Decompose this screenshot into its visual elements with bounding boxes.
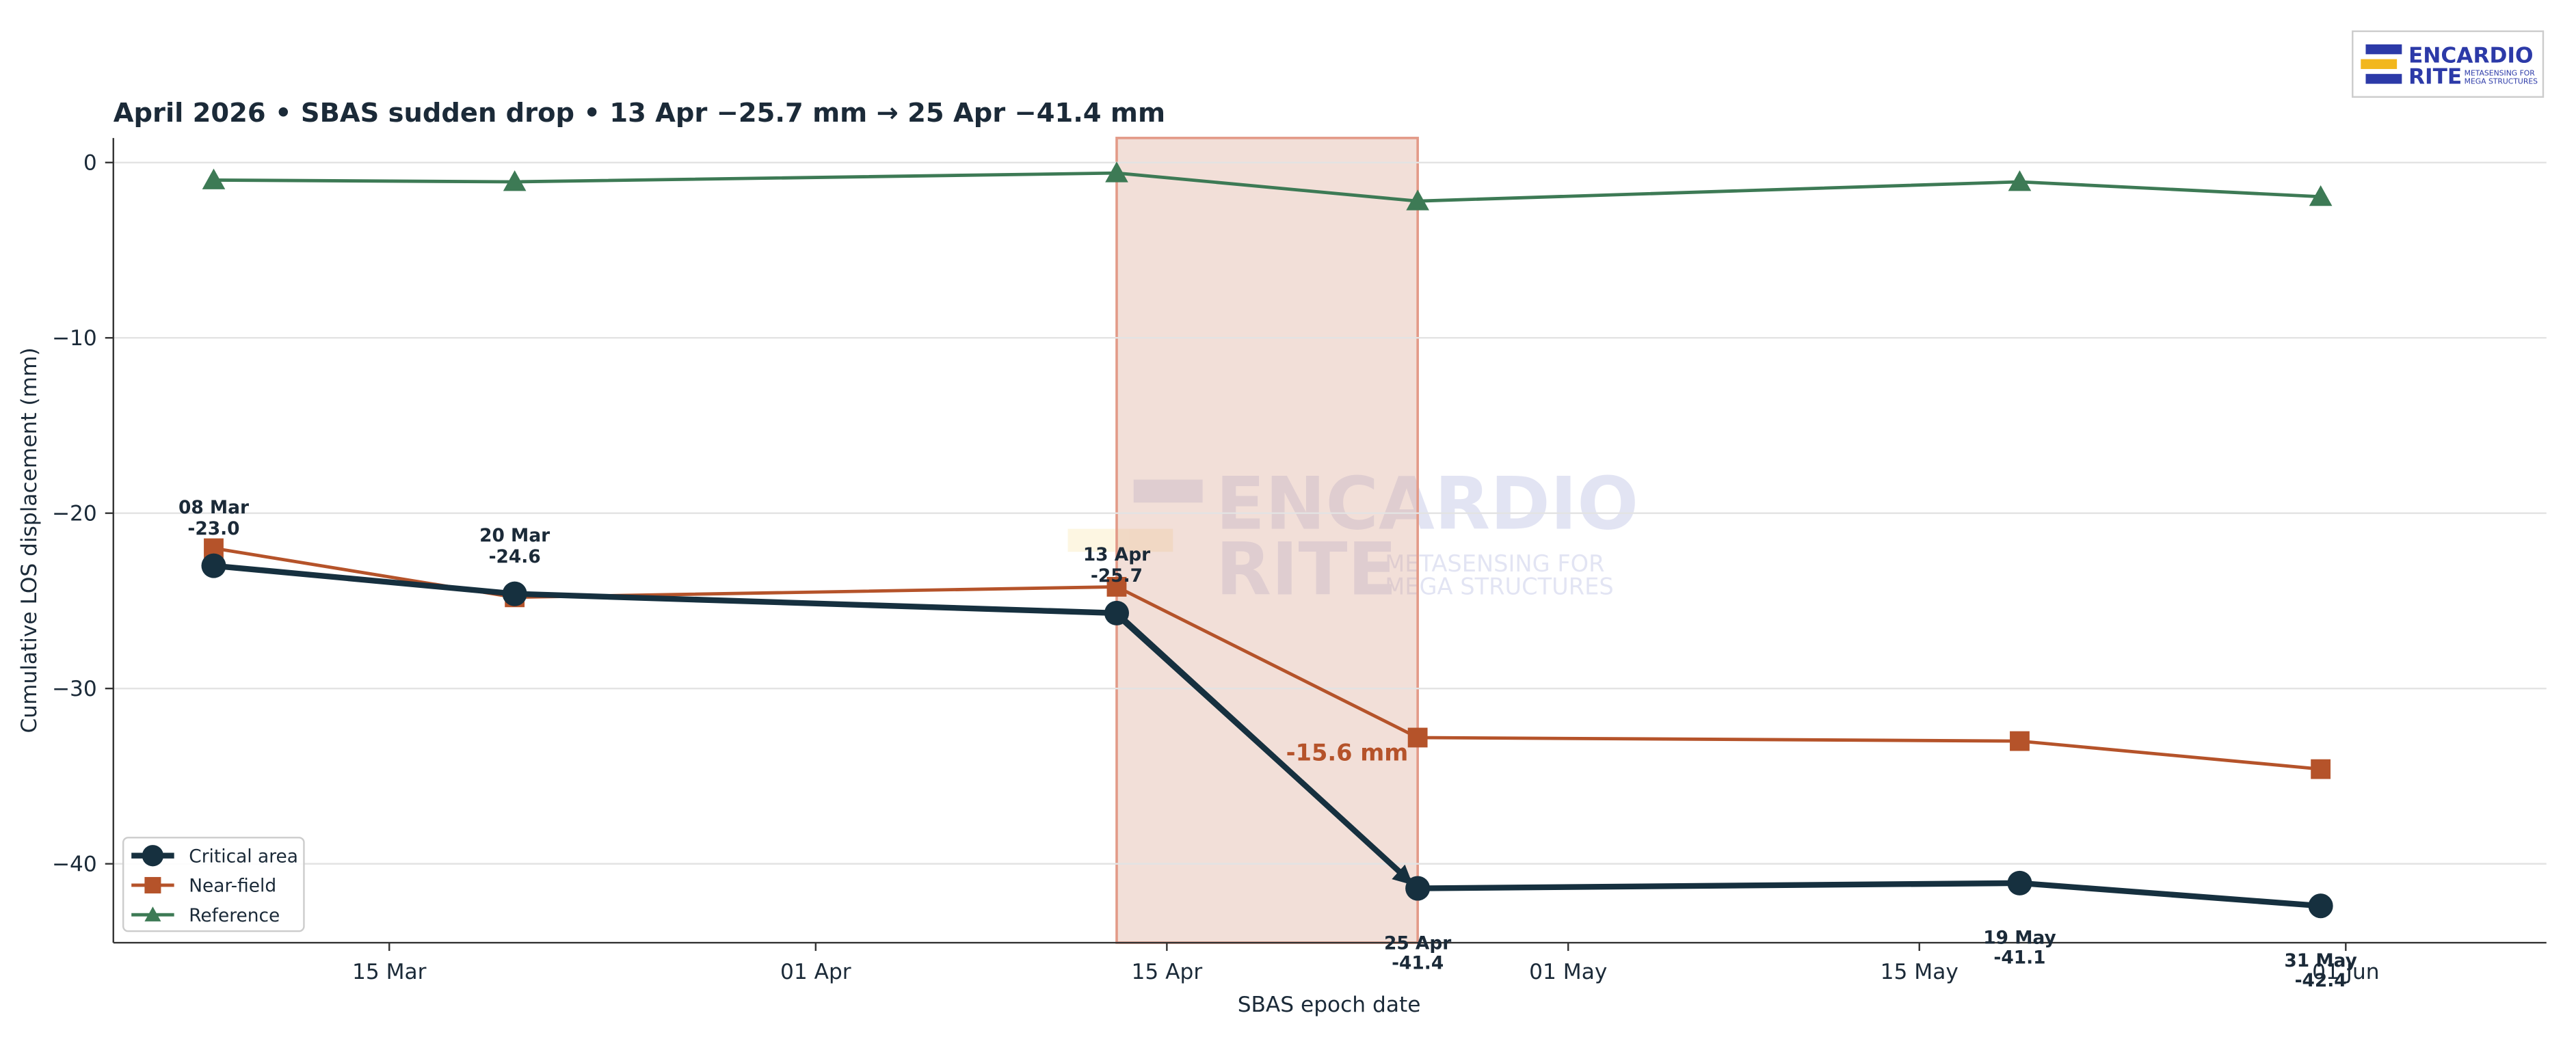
watermark-text: METASENSING FOR (1385, 550, 1604, 577)
legend-marker (144, 906, 161, 921)
x-tick-label: 01 Apr (780, 960, 851, 984)
watermark-text: RITE (1216, 528, 1397, 612)
point (2311, 759, 2331, 779)
point (1106, 577, 1127, 597)
point (1405, 876, 1431, 901)
data-label: 13 Apr -25.7 (1083, 544, 1150, 587)
chart-title: April 2026 • SBAS sudden drop • 13 Apr −… (114, 98, 1165, 129)
y-tick-label: −20 (52, 502, 97, 526)
point (2007, 870, 2032, 895)
series-line (213, 171, 2321, 203)
logo-name: RITE (2408, 65, 2462, 90)
point (2010, 731, 2030, 751)
data-label-date: 19 May (1983, 928, 2056, 949)
logo: ENCARDIO RITE METASENSING FOR MEGA STRUC… (2352, 30, 2545, 98)
legend-box (122, 837, 305, 932)
logo-mark (2361, 59, 2398, 69)
point (502, 581, 527, 606)
point (1406, 189, 1429, 211)
point (202, 168, 226, 189)
shaded-span (1115, 137, 1419, 944)
x-tick-label: 15 Mar (352, 960, 427, 984)
data-label: 20 Mar -24.6 (479, 525, 550, 567)
watermark-text: MEGA STRUCTURES (1385, 574, 1613, 600)
data-label-date: 20 Mar (479, 525, 550, 546)
data-label-value: -41.1 (1993, 947, 2045, 969)
point (2308, 893, 2333, 919)
y-tick-label: −10 (52, 326, 97, 351)
logo-mark (2365, 74, 2402, 84)
watermark-text: ENCARDIO (1216, 462, 1638, 546)
legend-marker (144, 876, 161, 893)
x-tick-label: 01 May (1529, 960, 1607, 984)
annotation: -15.6 mm (1286, 739, 1409, 766)
data-label: 25 Apr -41.4 (1384, 932, 1451, 973)
x-axis-label: SBAS epoch date (1238, 993, 1421, 1017)
point (503, 170, 527, 191)
logo-mark (2365, 44, 2402, 55)
legend-label: Reference (189, 905, 280, 926)
data-label-value: -25.7 (1091, 565, 1143, 587)
series-line (213, 563, 2321, 909)
x-tick-label: 15 May (1881, 960, 1958, 984)
point (2309, 185, 2333, 206)
data-label: 31 May -42.4 (2284, 950, 2356, 991)
legend-label: Near-field (189, 876, 276, 897)
logo-tagline: MEGA STRUCTURES (2465, 77, 2538, 86)
y-tick-label: −30 (52, 677, 97, 701)
legend-marker (142, 845, 164, 867)
data-label-date: 25 Apr (1384, 932, 1451, 954)
data-label-date: 13 Apr (1083, 544, 1150, 565)
data-label: 19 May -41.1 (1983, 928, 2056, 969)
logo-tagline: METASENSING FOR (2465, 69, 2536, 78)
y-axis-label: Cumulative LOS displacement (mm) (17, 347, 42, 733)
watermark-mark (1067, 528, 1173, 552)
data-label-value: -41.4 (1392, 952, 1444, 973)
data-label: 08 Mar -23.0 (178, 497, 249, 539)
point (1105, 161, 1128, 183)
data-label-date: 31 May (2284, 950, 2356, 971)
point (1407, 727, 1428, 748)
y-tick-label: 0 (83, 151, 97, 176)
logo-name: ENCARDIO (2408, 43, 2534, 68)
watermark-mark (1133, 479, 1203, 503)
data-label-value: -24.6 (489, 546, 541, 567)
y-tick-label: −40 (52, 852, 97, 876)
point (1104, 600, 1129, 625)
legend-label: Critical area (189, 846, 298, 867)
x-tick-label: 01 Jun (2312, 960, 2379, 984)
data-label-value: -23.0 (187, 518, 239, 539)
data-label-date: 08 Mar (178, 497, 249, 518)
data-label-value: -42.4 (2295, 970, 2347, 991)
point (201, 553, 226, 578)
point (2008, 170, 2032, 191)
x-tick-label: 15 Apr (1132, 960, 1203, 984)
